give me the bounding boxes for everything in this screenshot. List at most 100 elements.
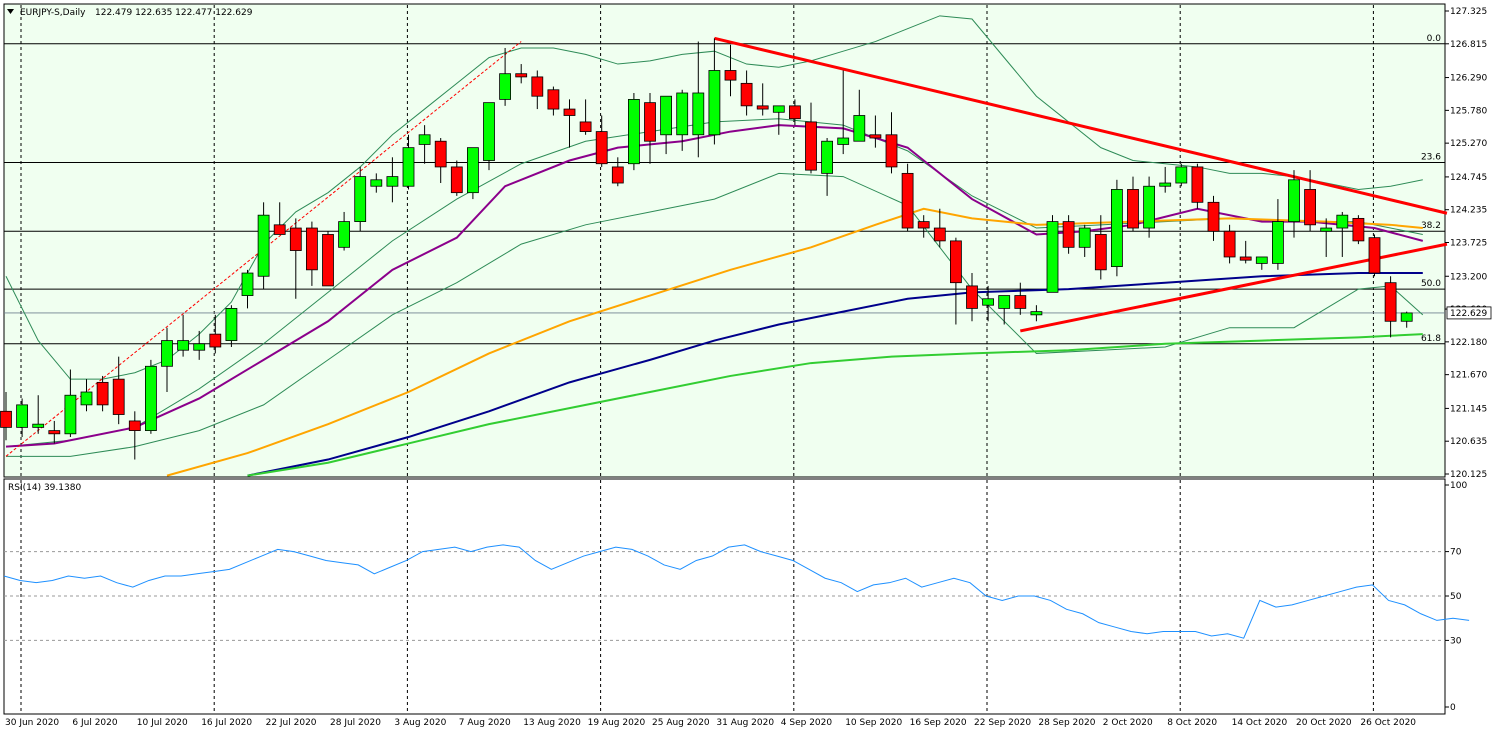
candle-body: [1304, 189, 1316, 226]
candle-body: [1175, 166, 1188, 184]
candle-body: [579, 121, 592, 132]
candle-body: [305, 227, 318, 271]
candle-body: [289, 227, 302, 251]
symbol-header: EURJPY-S,Daily: [20, 8, 86, 18]
current-price-label: 122.629: [1450, 309, 1487, 319]
candle-body: [338, 221, 351, 248]
candle-body: [225, 308, 238, 341]
candle-body: [531, 76, 544, 97]
candle-body: [933, 227, 946, 242]
rsi-tick-label: 30: [1450, 636, 1462, 646]
candle-body: [402, 147, 415, 187]
candle-body: [547, 89, 560, 110]
date-label: 28 Sep 2020: [1038, 718, 1095, 728]
candle-body: [1288, 179, 1300, 223]
candle-body: [676, 92, 689, 136]
candle-body: [1078, 227, 1091, 248]
rsi-tick-label: 0: [1450, 703, 1456, 713]
candle-body: [644, 102, 656, 142]
candle-body: [515, 73, 528, 78]
candle-body: [885, 134, 898, 168]
candle-body: [1255, 256, 1268, 264]
candle-body: [692, 92, 705, 136]
candle-body: [322, 234, 334, 287]
trendline: [714, 36, 1448, 215]
candle-body: [869, 134, 882, 139]
moving-average-line: [247, 333, 1423, 477]
candle-body: [1223, 230, 1236, 258]
ohlc-header: 122.479 122.635 122.477 122.629: [95, 8, 253, 18]
candle-body: [64, 394, 77, 435]
candle-body: [193, 343, 206, 351]
candle-body: [48, 430, 61, 435]
moving-average-line: [166, 207, 1423, 477]
rsi-gridlines: [4, 480, 1445, 713]
candle-body: [917, 221, 930, 229]
candle-body: [950, 240, 962, 284]
candle-body: [1030, 311, 1043, 316]
candle-body: [128, 420, 141, 431]
candle-body: [1239, 256, 1252, 261]
candle-body: [1352, 217, 1365, 242]
price-tick-label: 120.635: [1450, 437, 1487, 447]
price-tick-label: 127.325: [1450, 7, 1487, 17]
candle-body: [1046, 221, 1059, 293]
candle-body: [209, 333, 222, 348]
candle-body: [418, 134, 431, 145]
candle-body: [772, 105, 785, 113]
rsi-tick-label: 100: [1450, 481, 1467, 491]
candle-body: [982, 298, 994, 306]
candle-body: [1400, 312, 1413, 322]
candle-body: [708, 70, 721, 136]
candle-body: [177, 340, 190, 351]
date-label: 22 Sep 2020: [974, 718, 1031, 728]
candle-body: [144, 365, 157, 431]
candle-body: [611, 166, 624, 184]
candle-body: [628, 99, 640, 165]
price-tick-label: 125.270: [1450, 139, 1487, 149]
date-label: 10 Sep 2020: [845, 718, 902, 728]
candle-body: [837, 137, 850, 145]
candle-body: [1191, 166, 1204, 203]
candle-body: [901, 172, 914, 229]
moving-averages: [5, 124, 1424, 477]
candle-body: [724, 70, 737, 81]
date-label: 30 Jun 2020: [5, 718, 59, 728]
candle-body: [740, 82, 753, 107]
date-label: 26 Oct 2020: [1360, 718, 1416, 728]
date-label: 6 Jul 2020: [72, 718, 117, 728]
candle-body: [1207, 201, 1220, 232]
candles: [0, 38, 1413, 460]
date-label: 7 Aug 2020: [459, 718, 511, 728]
bollinger-lower: [6, 172, 1424, 457]
candle-body: [789, 105, 801, 120]
candle-body: [805, 121, 817, 171]
date-label: 2 Oct 2020: [1103, 718, 1153, 728]
fib-level-label: 0.0: [1427, 34, 1442, 44]
candle-body: [1062, 221, 1075, 248]
price-tick-label: 125.780: [1450, 106, 1487, 116]
date-axis: 30 Jun 2020 6 Jul 2020 10 Jul 2020 16 Jul 2…: [5, 718, 1416, 728]
candle-body: [257, 214, 270, 277]
candle-body: [450, 166, 463, 194]
candle-body: [96, 381, 109, 406]
date-label: 8 Oct 2020: [1167, 718, 1217, 728]
candle-body: [1272, 221, 1284, 264]
date-label: 13 Aug 2020: [523, 718, 581, 728]
candle-body: [1094, 234, 1107, 271]
date-label: 31 Aug 2020: [716, 718, 774, 728]
date-label: 16 Sep 2020: [910, 718, 967, 728]
date-label: 4 Sep 2020: [781, 718, 833, 728]
candle-body: [161, 340, 173, 367]
candle-body: [1368, 237, 1381, 274]
rsi-line: [3, 544, 1470, 639]
price-tick-label: 123.200: [1450, 272, 1487, 282]
rsi-tick-label: 50: [1450, 592, 1462, 602]
date-label: 10 Jul 2020: [137, 718, 188, 728]
price-tick-label: 120.125: [1450, 470, 1487, 480]
candle-body: [1384, 282, 1397, 322]
date-label: 16 Jul 2020: [201, 718, 252, 728]
collapse-arrow-icon[interactable]: [7, 9, 14, 14]
price-tick-label: 124.745: [1450, 173, 1487, 183]
